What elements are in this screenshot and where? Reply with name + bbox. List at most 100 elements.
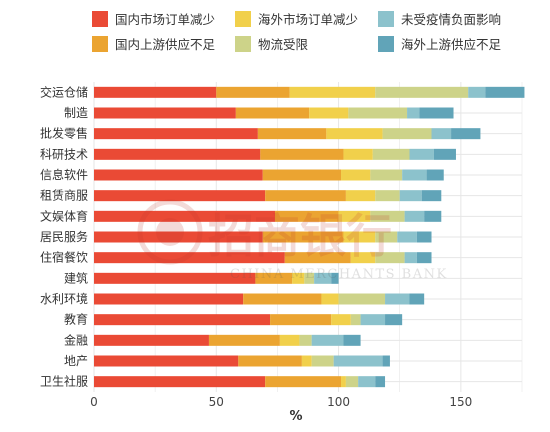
bar-segment (404, 210, 425, 222)
legend-label: 海外市场订单减少 (258, 12, 358, 27)
category-label: 科研技术 (40, 147, 88, 161)
bar-segment (409, 148, 434, 160)
bar-segment (424, 210, 442, 222)
legend-swatch (235, 36, 251, 52)
bar-segment (397, 231, 417, 243)
bar-segment (299, 334, 312, 346)
bar-segment (94, 210, 275, 222)
watermark-logo-text: 招商银行 (208, 209, 392, 263)
category-label: 水利环境 (40, 291, 88, 306)
bar-segment (94, 128, 258, 140)
category-label: 批发零售 (40, 126, 88, 141)
x-axis-title: % (289, 409, 302, 424)
bar-segment (370, 210, 405, 222)
bar-segment (343, 231, 376, 243)
bar-segment (433, 148, 456, 160)
bar-segment (468, 86, 486, 98)
legend-label: 海外上游供应不足 (401, 37, 502, 52)
bar-segment (304, 272, 315, 284)
bar-segment (326, 128, 383, 140)
bar-segment (348, 107, 408, 119)
category-labels: 交运仓储制造批发零售科研技术信息软件租赁商服文娱体育居民服务住宿餐饮建筑水利环境… (40, 84, 88, 388)
category-label: 交运仓储 (40, 84, 88, 99)
bar-segment (404, 252, 417, 264)
bar-segment (309, 107, 349, 119)
category-label: 建筑 (64, 270, 88, 285)
bar-segment (370, 169, 403, 181)
bar-segment (375, 86, 469, 98)
bar-segment (338, 210, 371, 222)
bar-segment (292, 272, 305, 284)
category-label: 制造 (64, 106, 88, 120)
category-label: 文娱体育 (40, 208, 88, 223)
bar-segment (338, 293, 386, 305)
category-label: 居民服务 (40, 229, 88, 244)
x-tick-label: 100 (327, 395, 350, 409)
bar-segment (238, 355, 302, 367)
bar-segment (94, 107, 236, 119)
bar-segment (343, 334, 361, 346)
bar-segment (270, 314, 332, 326)
bar-segment (426, 169, 444, 181)
bar-segment (311, 334, 344, 346)
bar-segment (375, 252, 405, 264)
bar-segment (289, 86, 376, 98)
watermark-subtitle: CHINA MERCHANTS BANK (230, 267, 448, 282)
legend-label: 未受疫情负面影响 (401, 12, 501, 27)
category-label: 卫生社服 (40, 374, 88, 389)
category-label: 教育 (64, 312, 88, 327)
bar-segment (375, 376, 386, 388)
bar-segment (375, 231, 398, 243)
bar-segment (343, 148, 373, 160)
bar-segment (333, 355, 383, 367)
bar-segment (382, 128, 432, 140)
legend-label: 物流受限 (258, 37, 309, 52)
bar-segment (94, 293, 244, 305)
category-label: 地产 (64, 354, 88, 368)
legend-swatch (378, 36, 394, 52)
bar-segment (360, 314, 386, 326)
bar-segment (284, 252, 351, 264)
bar-segment (350, 314, 361, 326)
bar-segment (421, 190, 442, 202)
bar-segment (416, 252, 432, 264)
bar-segment (341, 376, 346, 388)
watermark: 招商银行 CHINA MERCHANTS BANK (137, 199, 448, 282)
legend-label: 国内市场订单减少 (115, 12, 215, 27)
bar-segment (94, 86, 217, 98)
bar-segment (385, 314, 403, 326)
bar-segment (243, 293, 322, 305)
bar-segment (399, 190, 422, 202)
bar-segment (94, 148, 261, 160)
x-tick-label: 0 (90, 395, 98, 409)
bar-segment (409, 293, 425, 305)
bar-segment (216, 86, 290, 98)
bar-segment (345, 376, 359, 388)
x-tick-label: 150 (449, 395, 472, 409)
bar-segment (94, 252, 285, 264)
bar-segment (301, 355, 312, 367)
bar-segment (255, 272, 293, 284)
bar-segment (279, 334, 300, 346)
bar-segment (321, 293, 339, 305)
bar-segment (94, 231, 263, 243)
bar-segment (260, 148, 344, 160)
bar-segment (350, 252, 376, 264)
legend-swatch (92, 11, 108, 27)
bar-segment (208, 334, 280, 346)
legend-swatch (92, 36, 108, 52)
bar-segment (419, 107, 454, 119)
bar-segment (274, 210, 339, 222)
bar-segment (311, 355, 334, 367)
bar-segment (375, 190, 400, 202)
bar-segment (341, 169, 371, 181)
bar-segment (385, 293, 410, 305)
bar-segment (265, 190, 346, 202)
watermark-logo-center-icon (156, 218, 184, 246)
bar-segment (265, 376, 342, 388)
bar-segment (262, 231, 344, 243)
legend-swatch (235, 11, 251, 27)
bar-segment (382, 355, 390, 367)
